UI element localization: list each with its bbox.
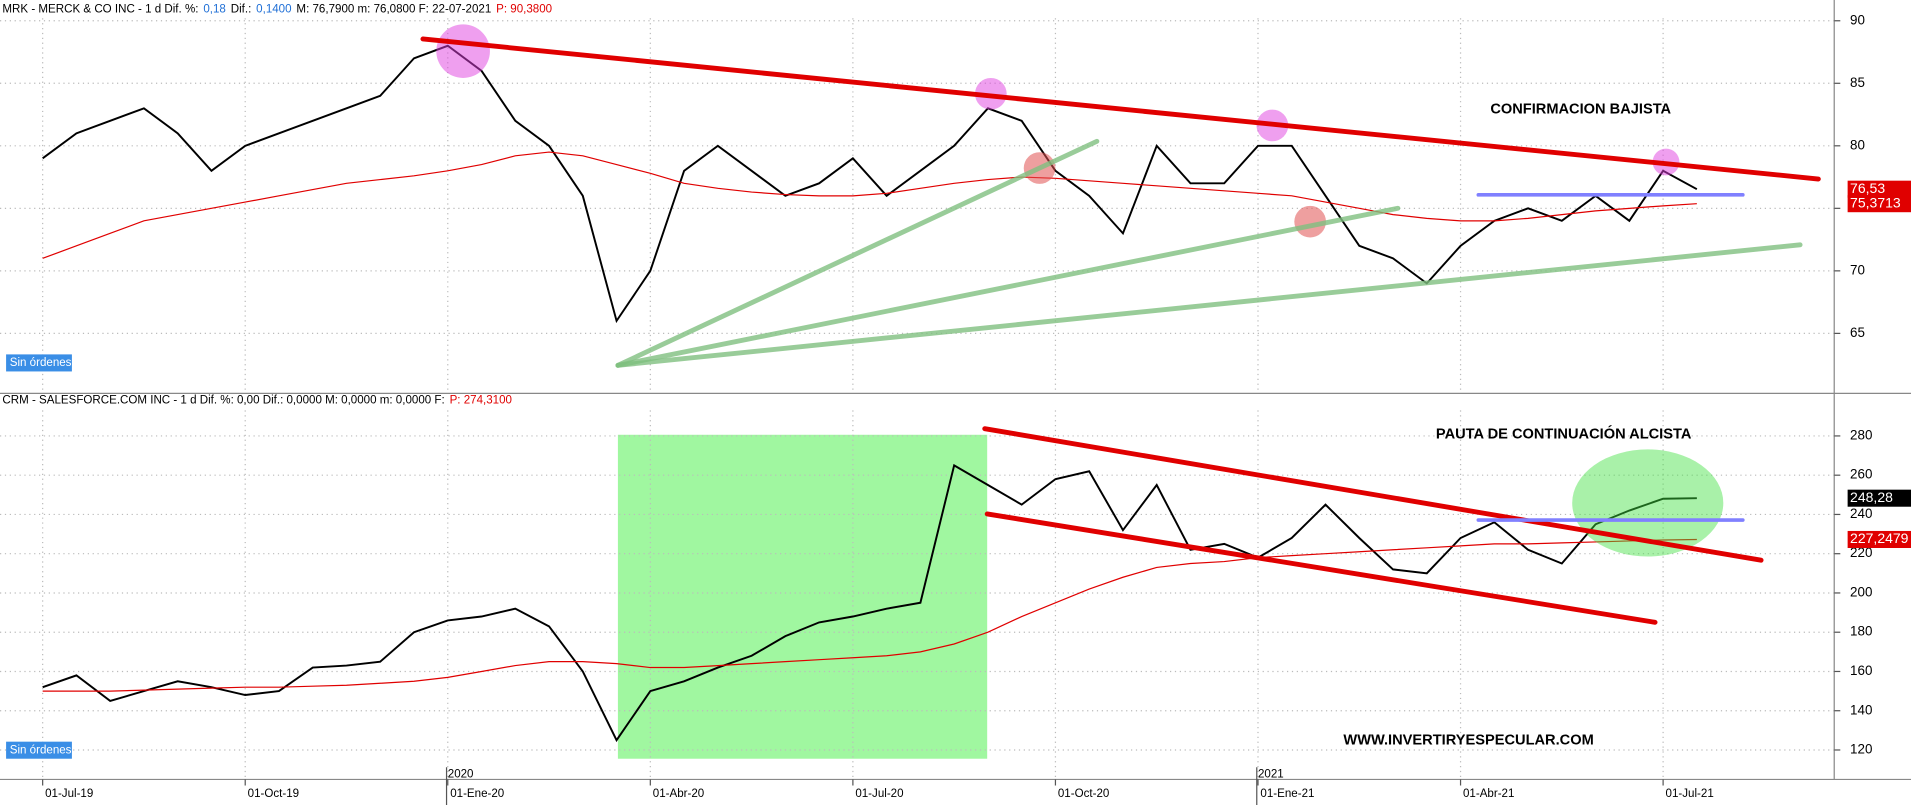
channel-line [984,511,1658,625]
channel-line [982,426,1764,563]
trend-line [615,138,1100,368]
watermark: WWW.INVERTIRYESPECULAR.COM [1343,732,1593,748]
trend-line [615,205,1401,368]
price-flag [1847,489,1911,507]
trend-line [615,242,1803,368]
x-tick-label: 01-Jul-19 [45,788,93,800]
x-tick-label: 01-Jul-21 [1666,788,1714,800]
header-part: M: 76,7900 m: 76,0800 F: 22-07-2021 [296,4,491,16]
status-label: Sin órdenes [10,744,72,756]
status-box [6,741,72,759]
annotation: PAUTA DE CONTINUACIÓN ALCISTA [1436,425,1692,443]
y-tick-label: 180 [1850,624,1872,639]
x-tick-label: 01-Oct-20 [1058,788,1109,800]
labels: 01-Jul-19 01-Oct-19 01-Ene-20 01-Abr-20 01-J… [2,4,1911,805]
y-tick-label: 90 [1850,12,1865,27]
marks [42,44,1698,743]
status-box [6,354,72,372]
highlight-zone [617,434,988,759]
drawings [420,24,1821,625]
header-part: MRK - MERCK & CO INC - 1 d Dif. %: [2,4,198,16]
x-tick-label: 01-Abr-20 [653,788,704,800]
header-part: 0,1400 [256,4,291,16]
x-tick-label: 01-Ene-21 [1260,788,1314,800]
x-tick-label: 01-Jul-20 [855,788,903,800]
y-tick-label: 80 [1850,137,1865,152]
header-part: Dif.: [231,4,252,16]
y-tick-label: 200 [1850,585,1872,600]
year-label: 2020 [448,769,474,781]
highlight-circle [436,24,490,78]
panel-header: MRK - MERCK & CO INC - 1 d Dif. %: 0,18 Di… [2,4,552,16]
x-tick-label: 01-Oct-19 [248,788,299,800]
price-line [42,463,1697,743]
price-flag-label: 75,3713 [1850,194,1901,210]
y-tick-label: 280 [1850,427,1872,442]
header-part: CRM - SALESFORCE.COM INC - 1 d Dif. %: 0… [2,395,444,407]
y-tick-label: 160 [1850,663,1872,678]
header-part: P: 274,3100 [450,395,512,407]
trend-line [420,36,1821,182]
y-tick-label: 220 [1850,545,1872,560]
moving-average [42,151,1697,259]
y-tick-label: 260 [1850,467,1872,482]
y-tick-label: 85 [1850,75,1865,90]
y-tick-label: 120 [1850,742,1872,757]
grid [0,18,1835,780]
price-line [42,44,1698,324]
annotation: CONFIRMACION BAJISTA [1490,101,1671,117]
x-tick-label: 01-Abr-21 [1463,788,1514,800]
panel-backgrounds [617,434,988,759]
x-tick-label: 01-Ene-20 [450,788,504,800]
panel-header: CRM - SALESFORCE.COM INC - 1 d Dif. %: 0… [2,395,512,407]
year-label: 2021 [1258,769,1284,781]
price-flag [1847,530,1911,549]
status-label: Sin órdenes [10,357,72,369]
price-flag [1847,195,1911,213]
y-tick-label: 240 [1850,506,1872,521]
price-flag-label: 76,53 [1850,180,1885,196]
header-part: P: 90,3800 [496,4,552,16]
y-tick-label: 70 [1850,262,1865,277]
y-tick-label: 65 [1850,325,1865,340]
y-tick-label: 140 [1850,702,1872,717]
price-flag-label: 248,28 [1850,489,1893,505]
moving-average [42,538,1697,692]
price-flag [1847,180,1911,198]
header-part: 0,18 [203,4,226,16]
price-flag-label: 227,2479 [1850,530,1909,546]
highlight-ellipse [1572,449,1724,557]
